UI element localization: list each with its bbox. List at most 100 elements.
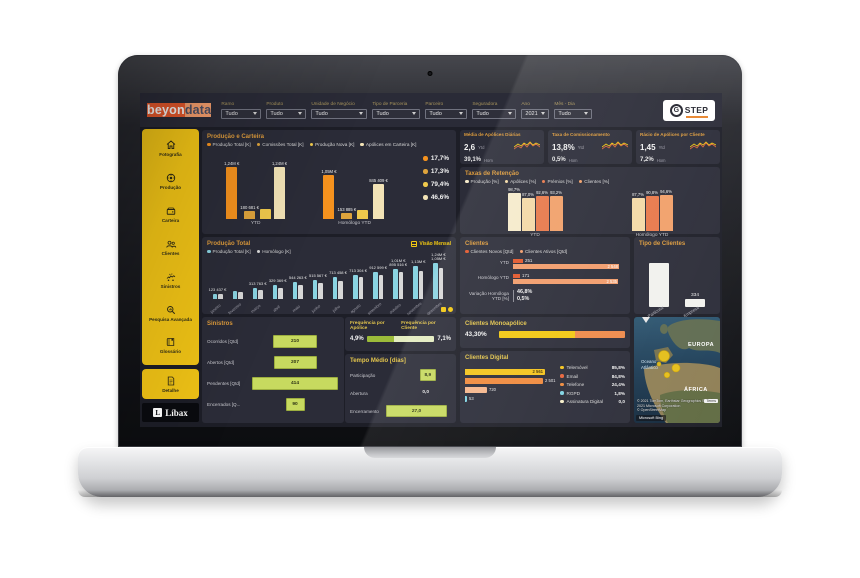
mono-segment-orange: [574, 331, 625, 338]
bar: [341, 213, 353, 219]
row-label: Abertos [Qtd]: [207, 360, 235, 365]
filter-dropdown[interactable]: Tudo: [221, 108, 262, 119]
bar-value-label: 1,05M €: [321, 169, 337, 174]
bar: 207: [273, 356, 317, 369]
filter-dropdown[interactable]: 2021: [521, 108, 550, 119]
sidebar-item-sinistros[interactable]: Sinistros: [143, 271, 198, 289]
variacao-values: 46,8% 0,5%: [517, 289, 532, 303]
webcam-dot: [427, 71, 433, 76]
bar-group: 1,24M € 180 681 € 1,24M € YTD: [224, 161, 287, 226]
panel-tipo-clientes: Tipo de Clientes Particular 334 Empresa: [634, 237, 720, 319]
bar-homologo: [358, 277, 364, 299]
freq-bar: [366, 336, 435, 342]
bar: [274, 167, 285, 219]
bar-value-label: 845 409 €: [369, 178, 388, 183]
legend-label: Produção Nova [K]: [315, 142, 355, 147]
bar: [549, 196, 563, 231]
sidebar-item-detalhe[interactable]: Detalhe: [143, 375, 198, 393]
bar-atual: [373, 272, 378, 299]
legend-dot: [560, 391, 564, 395]
digital-legend-item: Email 84,8%: [560, 374, 625, 379]
panel-map[interactable]: EUROPA Oceano Atlântico ÁFRICA © 2021 TomTo…: [634, 317, 720, 423]
month-column: 515 567 € junho: [309, 256, 327, 314]
legend-item: Produção Total [K]: [207, 142, 251, 147]
filter-4: Parceiro Tudo: [425, 102, 468, 119]
sidebar-item-label: Fotografia: [159, 152, 182, 158]
gstep-name: STEP: [684, 105, 709, 115]
bar-homologo: [338, 281, 343, 299]
month-label: julho: [331, 303, 341, 314]
legend-dot: [207, 142, 211, 147]
chevron-down-icon: [298, 112, 303, 115]
filter-dropdown[interactable]: Tudo: [554, 108, 593, 119]
bar: [465, 377, 543, 384]
cl-legend: Clientes Novos [Qtd] Clientes Ativos [Qtd…: [465, 249, 625, 254]
sidebar-nav: Fotografia Produção Carteira Clientes Sinist…: [142, 129, 199, 365]
filter-dropdown[interactable]: Tudo: [266, 108, 307, 119]
clientes-row: Homólogo YTD 171 2 535: [465, 273, 625, 284]
bar-homologo: [258, 290, 263, 299]
month-column: 912 599 € setembro: [366, 256, 388, 316]
group-label: YTD: [250, 221, 261, 226]
bar-homologo: [398, 272, 404, 299]
bar-value-label: 912 599 €: [369, 265, 388, 271]
legend-dot: [541, 179, 546, 184]
dig-legend: Telemóvel 85,8% Email 84,8% Telefone 24,4% RGP…: [557, 365, 625, 408]
tempo-row: Abertura 0,0: [350, 386, 451, 400]
bar: [465, 395, 467, 402]
kpi-hom-label: Hom: [568, 157, 578, 163]
filter-dropdown[interactable]: Tudo: [372, 108, 421, 119]
pc-chart: 1,24M € 180 681 € 1,24M € YTD 1,05M € 153 885…: [207, 147, 451, 229]
variacao-value: 46,8%: [517, 289, 533, 295]
variation-item: 17,3%: [423, 168, 449, 175]
variation-value: 17,7%: [430, 155, 449, 162]
map-terms-link[interactable]: Terms: [704, 399, 718, 403]
kpi-sub-row: 0,5% Hom: [552, 157, 628, 163]
sidebar-item-carteira[interactable]: Carteira: [143, 205, 198, 223]
sidebar-item-clientes[interactable]: Clientes: [143, 238, 198, 256]
bar-atual: [272, 285, 278, 299]
kpi-ytd-label: Ytd: [658, 144, 665, 150]
month-column: 123 437 € janeiro: [209, 256, 227, 314]
bar-group: 87,7% 90,8% 94,6% Homólogo YTD: [631, 189, 673, 238]
bar: [645, 196, 659, 231]
sidebar-item-fotografia[interactable]: Fotografia: [143, 139, 198, 157]
sidebar-item-pesquisa-avan-ada[interactable]: Pesquisa Avançada: [143, 304, 198, 322]
freq-apolice-value: 4,9%: [350, 336, 364, 342]
tc-column: Particular: [647, 257, 669, 319]
kpi-hom-value: 7,2%: [640, 157, 654, 163]
legend-label: Apólices em Carteira [K]: [365, 142, 417, 147]
filter-dropdown[interactable]: Tudo: [311, 108, 368, 119]
legend-item: Clientes Ativos [Qtd]: [519, 249, 567, 254]
search-chart-icon: [165, 304, 177, 316]
month-column: 713 458 € julho: [329, 256, 347, 314]
legend-label: Telemóvel: [566, 365, 588, 370]
legend-dot: [309, 142, 314, 147]
filter-label: Tipo de Parceria: [372, 101, 408, 107]
tempo-row: Encerramento 27,0: [350, 404, 451, 418]
sidebar-item-label: Glossário: [159, 349, 182, 355]
legend-label: Produção Total [K]: [212, 249, 251, 254]
bar-atual: [413, 266, 418, 299]
kpi-main-row: 1,45 Ytd: [640, 138, 717, 156]
panel-clientes-digital: Clientes Digital 2 561 2 501 720 53 Telemóv…: [460, 351, 630, 423]
chevron-down-icon: [584, 112, 589, 115]
filter-value: Tudo: [476, 110, 489, 117]
sidebar-item-produ-o[interactable]: Produção: [143, 172, 198, 190]
svg-text:Atlântico: Atlântico: [641, 365, 658, 370]
digital-legend-item: Telefone 24,4%: [560, 382, 625, 387]
panel-title: Tempo Médio [dias]: [350, 358, 406, 364]
bar-value-label: 1,13M €: [411, 259, 426, 265]
bar-value-label: 2 535: [606, 279, 617, 284]
visao-mensal-button[interactable]: Visão Mensal: [411, 241, 451, 247]
laptop-base: [78, 447, 782, 497]
bar-value-label: 98,7%: [508, 187, 520, 192]
bar: [535, 196, 549, 231]
document-icon: [165, 375, 177, 387]
bar-value-label: 313 763 €: [248, 281, 267, 287]
filter-dropdown[interactable]: Tudo: [425, 108, 468, 119]
filter-dropdown[interactable]: Tudo: [472, 108, 517, 119]
sidebar-item-gloss-rio[interactable]: Glossário: [143, 336, 198, 354]
kpi-card-1: Taxa de Comissionamento 13,8% Ytd 0,5% Hom: [548, 130, 632, 164]
